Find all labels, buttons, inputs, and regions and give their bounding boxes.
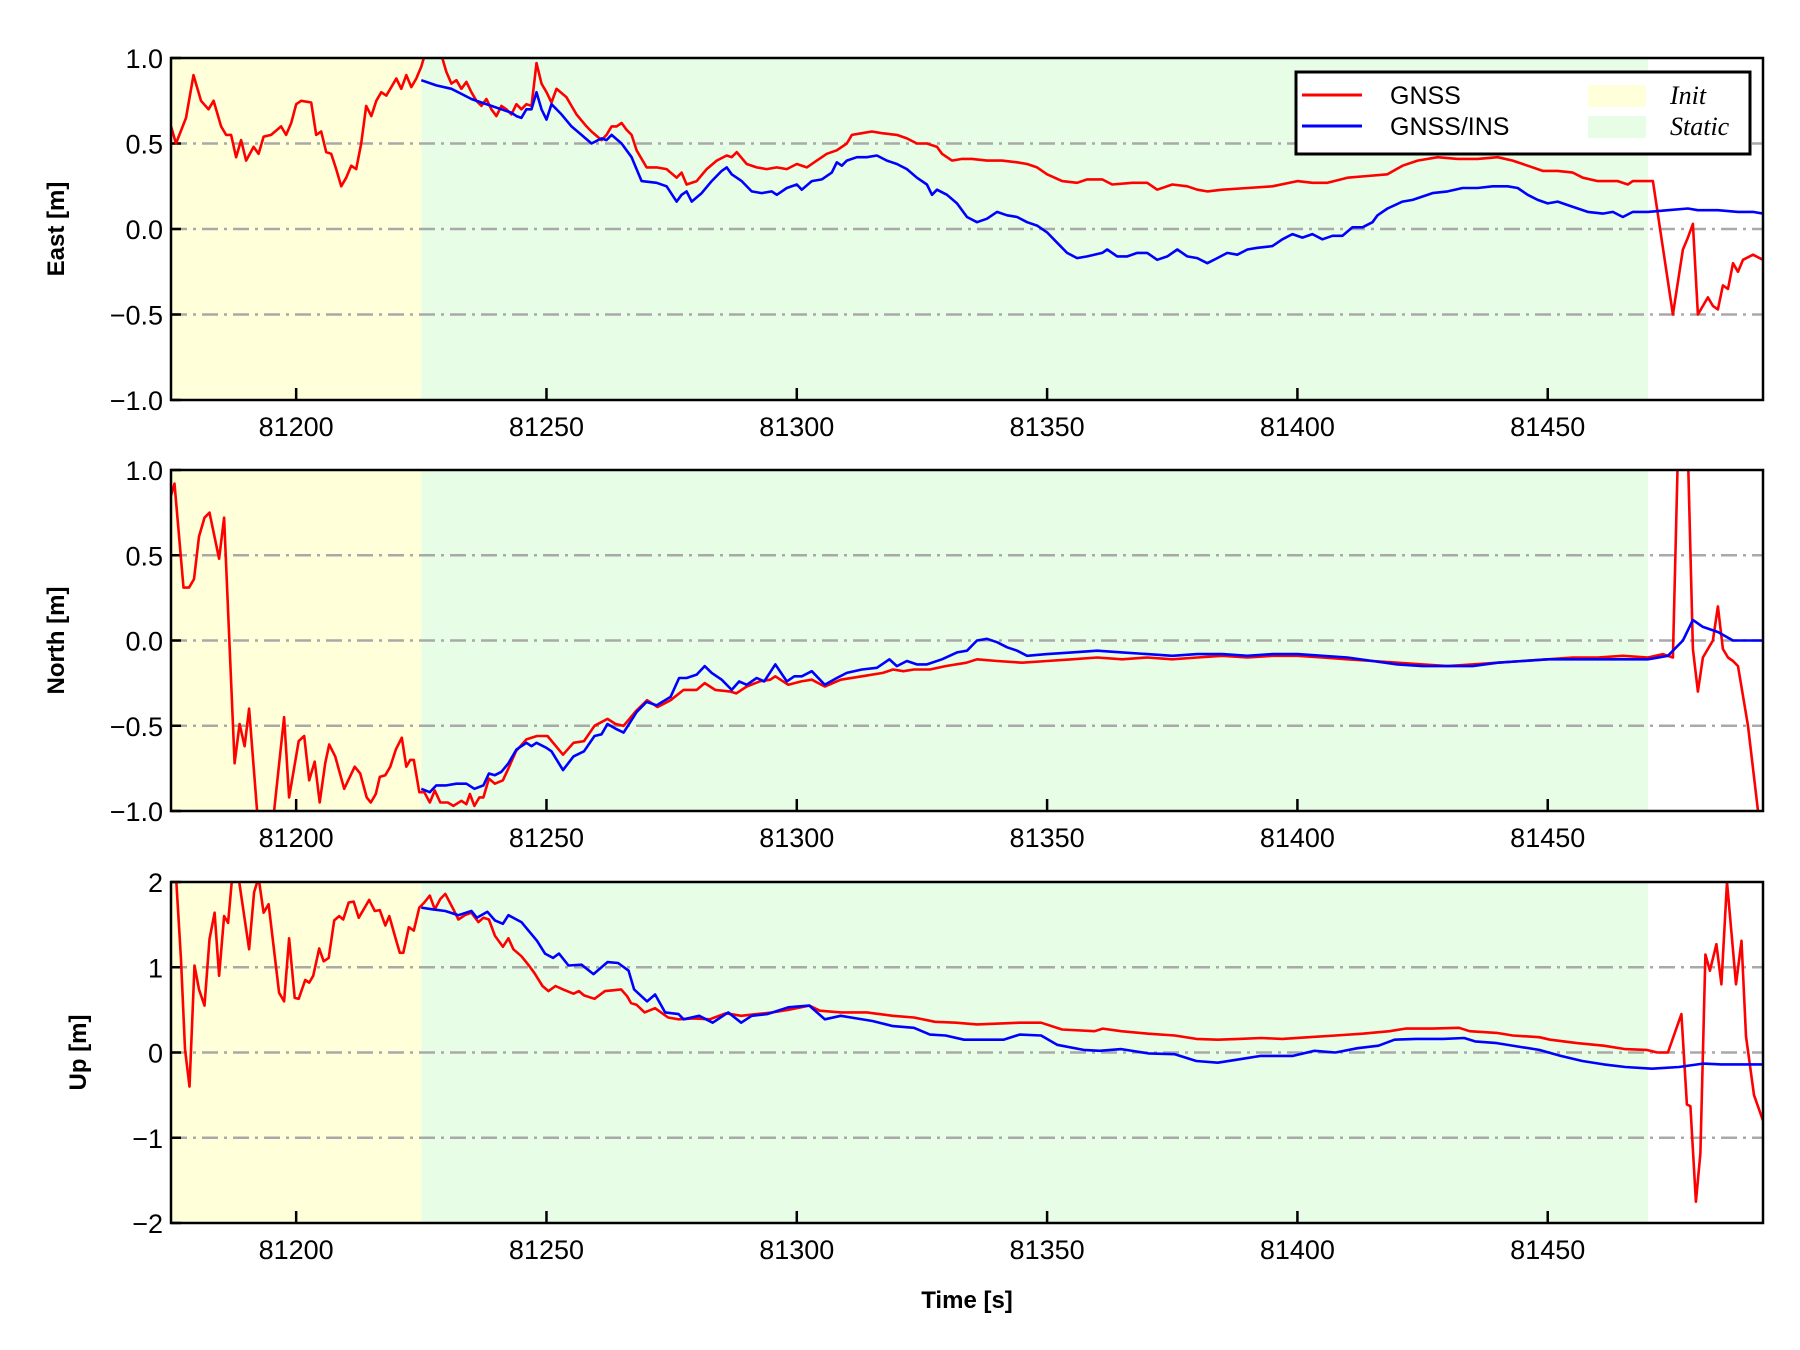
x-tick-label: 81450: [1510, 412, 1585, 442]
north-gnss-ins-line: [420, 618, 1763, 794]
x-tick-label: 81250: [509, 1235, 584, 1265]
legend-gnss-ins-label: GNSS/INS: [1390, 113, 1509, 141]
x-tick-label: 81200: [259, 412, 334, 442]
y-tick-label: −1.0: [110, 386, 163, 416]
x-tick-label: 81300: [759, 412, 834, 442]
x-tick-label: 81250: [509, 412, 584, 442]
x-tick-label: 81450: [1510, 823, 1585, 853]
east-gnss-line: [171, 58, 1763, 316]
y-tick-label: −2: [132, 1209, 163, 1239]
x-axis-label: Time [s]: [921, 1287, 1013, 1314]
up-gnss-ins-line: [421, 906, 1763, 1070]
legend-static-label: Static: [1670, 112, 1730, 141]
north-panel: −1.0 −0.5 0.0 0.5 1.0 81200 81250 81300 81350 814…: [43, 456, 1765, 853]
east-gnss-ins-line: [420, 78, 1763, 265]
up-gnss-line: [175, 882, 1763, 1203]
y-tick-label: −1.0: [110, 797, 163, 827]
up-panel: −2 −1 0 1 2 81200 81250 81300 81350 81400 81450 Up …: [65, 868, 1765, 1265]
legend: GNSS GNSS/INS Init Static: [1294, 70, 1752, 156]
y-tick-label: 0.0: [125, 627, 163, 657]
y-tick-label: 0.5: [125, 541, 163, 571]
x-tick-label: 81400: [1260, 823, 1335, 853]
x-tick-label: 81200: [259, 1235, 334, 1265]
x-tick-label: 81400: [1260, 1235, 1335, 1265]
y-tick-label: −0.5: [110, 301, 163, 331]
y-tick-label: 1: [148, 953, 163, 983]
legend-init-label: Init: [1669, 81, 1707, 110]
north-y-axis-label: North [m]: [43, 587, 70, 695]
x-tick-label: 81200: [259, 823, 334, 853]
x-tick-label: 81300: [759, 823, 834, 853]
x-tick-label: 81350: [1010, 412, 1085, 442]
up-y-axis-label: Up [m]: [65, 1015, 92, 1091]
y-tick-label: 1.0: [125, 456, 163, 486]
y-tick-label: 0: [148, 1039, 163, 1069]
legend-static-swatch: [1588, 116, 1646, 138]
axes-frame: [169, 56, 1765, 402]
legend-gnss-label: GNSS: [1390, 82, 1461, 110]
x-tick-label: 81400: [1260, 412, 1335, 442]
x-tick-label: 81350: [1010, 1235, 1085, 1265]
y-tick-label: −1: [132, 1124, 163, 1154]
axes-frame: [169, 880, 1765, 1225]
y-tick-label: 1.0: [125, 44, 163, 74]
east-y-axis-label: East [m]: [43, 182, 70, 277]
x-tick-label: 81250: [509, 823, 584, 853]
x-tick-label: 81300: [759, 1235, 834, 1265]
legend-init-swatch: [1588, 85, 1646, 107]
x-tick-label: 81450: [1510, 1235, 1585, 1265]
y-tick-label: 0.5: [125, 130, 163, 160]
y-tick-label: −0.5: [110, 712, 163, 742]
legend-frame: [1294, 70, 1752, 156]
axes-frame: [169, 468, 1765, 813]
y-tick-label: 2: [148, 868, 163, 898]
y-tick-label: 0.0: [125, 215, 163, 245]
x-tick-label: 81350: [1010, 823, 1085, 853]
